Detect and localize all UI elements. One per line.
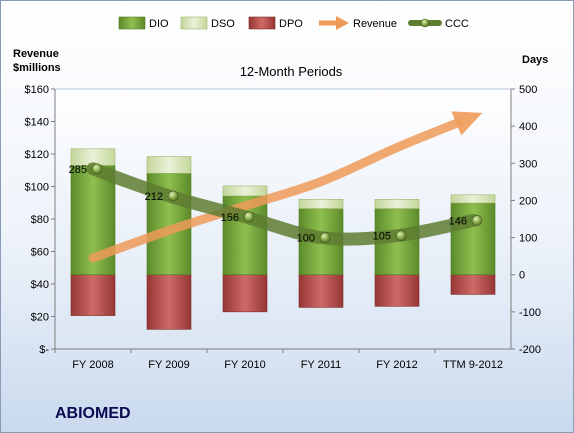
legend-swatch — [180, 16, 208, 30]
y-right-axis-title: Days — [522, 54, 548, 66]
bar-dpo — [222, 274, 268, 313]
bar-dso — [222, 185, 268, 197]
legend-label: DSO — [211, 18, 235, 30]
x-tick-label: FY 2012 — [376, 359, 417, 371]
ccc-point — [471, 215, 483, 226]
bar-dpo — [298, 274, 344, 308]
ccc-point — [243, 211, 255, 223]
revenue-arrowhead — [451, 111, 483, 136]
chart-title: 12-Month Periods — [240, 64, 343, 79]
y-right-tick-label: 0 — [519, 270, 525, 282]
y-left-tick-label: $140 — [25, 117, 49, 129]
x-tick-label: FY 2010 — [224, 359, 265, 371]
x-tick-label: TTM 9-2012 — [443, 359, 503, 371]
legend-label: Revenue — [353, 18, 397, 30]
y-right-tick-label: 300 — [519, 158, 537, 170]
y-right-tick-label: -200 — [519, 344, 541, 356]
y-left-tick-label: $20 — [31, 312, 49, 324]
x-tick-label: FY 2011 — [301, 359, 342, 371]
revenue-line — [88, 118, 463, 263]
ccc-point — [167, 190, 179, 202]
y-left-tick-label: $100 — [25, 182, 49, 194]
lines-group: 285 212 156 100 105 146 — [69, 111, 483, 263]
bar-dio — [450, 202, 496, 276]
y-right-tick-label: -100 — [519, 307, 541, 319]
bar-dso — [298, 199, 344, 209]
bar-dpo — [374, 274, 420, 307]
legend-arrowhead — [336, 16, 349, 30]
bar-dso — [146, 156, 192, 174]
bar-dpo — [146, 274, 192, 330]
axes-group: $- $20 $40 $60 $80 $100 $120 $140 $160 -200 -100 0 1… — [25, 84, 542, 371]
y-left-tick-label: $40 — [31, 279, 49, 291]
ccc-data-label: 100 — [297, 233, 315, 245]
bar-dso — [374, 199, 420, 209]
y-left-tick-label: $- — [39, 344, 49, 356]
x-tick-label: FY 2009 — [148, 359, 189, 371]
y-left-tick-label: $120 — [25, 149, 49, 161]
ccc-data-label: 156 — [221, 212, 239, 224]
legend-swatch — [248, 16, 276, 30]
ccc-point — [319, 232, 331, 243]
legend-marker — [420, 18, 430, 28]
ccc-data-label: 105 — [373, 231, 391, 243]
bar-dpo — [70, 274, 116, 316]
y-right-tick-label: 400 — [519, 121, 537, 133]
bar-dpo — [450, 274, 496, 295]
legend-label: DIO — [149, 18, 169, 30]
y-right-tick-label: 500 — [519, 84, 537, 96]
ccc-data-label: 212 — [145, 191, 163, 203]
y-right-tick-label: 200 — [519, 195, 537, 207]
x-tick-label: FY 2008 — [72, 359, 113, 371]
legend-label: CCC — [445, 18, 469, 30]
ccc-data-label: 146 — [449, 215, 467, 227]
company-name: ABIOMED — [55, 405, 131, 422]
legend-label: DPO — [279, 18, 303, 30]
y-right-tick-label: 100 — [519, 233, 537, 245]
ccc-point — [395, 230, 407, 242]
y-left-tick-label: $160 — [25, 84, 49, 96]
y-left-axis-title-line1: Revenue — [13, 48, 59, 60]
legend-swatch — [118, 16, 146, 30]
y-left-tick-label: $60 — [31, 247, 49, 259]
y-left-tick-label: $80 — [31, 214, 49, 226]
ccc-point — [91, 163, 103, 175]
ccc-data-label: 285 — [69, 164, 87, 176]
y-left-axis-title-line2: $millions — [13, 62, 61, 74]
bar-dso — [450, 194, 496, 204]
legend: DIO DSO DPO Revenue CCC — [118, 16, 469, 30]
